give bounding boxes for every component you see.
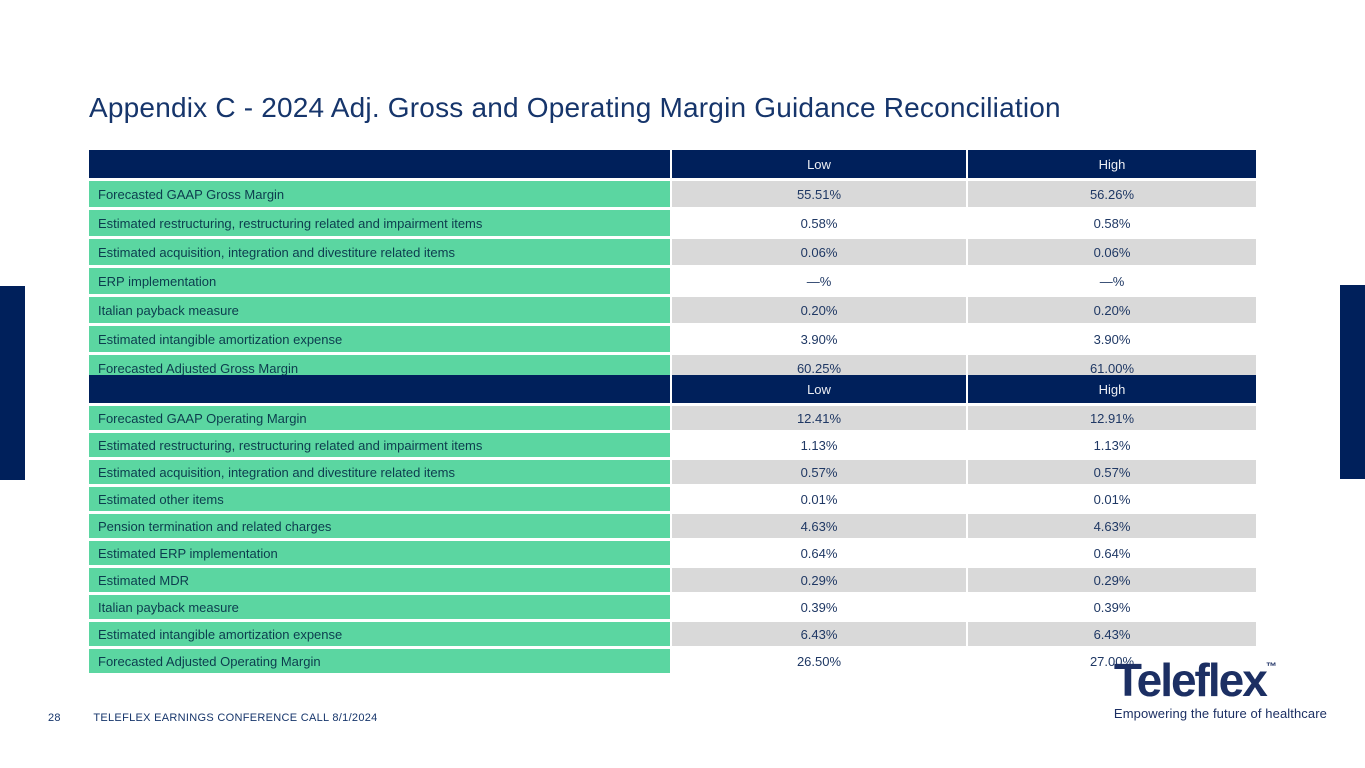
row-label-cell: Estimated restructuring, restructuring r… bbox=[89, 433, 670, 457]
table-row: Italian payback measure 0.39% 0.39% bbox=[89, 595, 1256, 619]
table-row: ERP implementation —% —% bbox=[89, 268, 1256, 294]
table-row: Estimated restructuring, restructuring r… bbox=[89, 433, 1256, 457]
low-value-cell: 6.43% bbox=[672, 622, 966, 646]
low-value-cell: 0.64% bbox=[672, 541, 966, 565]
teleflex-logo: Teleflex™ Empowering the future of healt… bbox=[1114, 657, 1327, 721]
low-value-cell: 12.41% bbox=[672, 406, 966, 430]
low-value-cell: 4.63% bbox=[672, 514, 966, 538]
row-label-cell: Pension termination and related charges bbox=[89, 514, 670, 538]
table-row: Pension termination and related charges 4… bbox=[89, 514, 1256, 538]
row-label-cell: Forecasted Adjusted Operating Margin bbox=[89, 649, 670, 673]
page-number: 28 bbox=[48, 712, 61, 724]
row-label-cell: Estimated ERP implementation bbox=[89, 541, 670, 565]
logo-tagline: Empowering the future of healthcare bbox=[1113, 706, 1327, 721]
column-header-low: Low bbox=[672, 150, 966, 178]
table-row: Estimated other items 0.01% 0.01% bbox=[89, 487, 1256, 511]
high-value-cell: 12.91% bbox=[968, 406, 1256, 430]
high-value-cell: 56.26% bbox=[968, 181, 1256, 207]
low-value-cell: 26.50% bbox=[672, 649, 966, 673]
table-row: Italian payback measure 0.20% 0.20% bbox=[89, 297, 1256, 323]
row-label-cell: ERP implementation bbox=[89, 268, 670, 294]
row-label-cell: Italian payback measure bbox=[89, 595, 670, 619]
table-row: Estimated MDR 0.29% 0.29% bbox=[89, 568, 1256, 592]
row-label-cell: Estimated MDR bbox=[89, 568, 670, 592]
high-value-cell: 1.13% bbox=[968, 433, 1256, 457]
high-value-cell: —% bbox=[968, 268, 1256, 294]
low-value-cell: 0.29% bbox=[672, 568, 966, 592]
table-row: Estimated acquisition, integration and d… bbox=[89, 460, 1256, 484]
logo-wordmark: Teleflex™ bbox=[1114, 657, 1327, 703]
column-header-blank bbox=[89, 375, 670, 403]
high-value-cell: 0.39% bbox=[968, 595, 1256, 619]
row-label-cell: Italian payback measure bbox=[89, 297, 670, 323]
high-value-cell: 27.00% bbox=[968, 649, 1256, 673]
high-value-cell: 6.43% bbox=[968, 622, 1256, 646]
left-accent-bar bbox=[0, 286, 25, 480]
low-value-cell: 3.90% bbox=[672, 326, 966, 352]
page-title: Appendix C - 2024 Adj. Gross and Operati… bbox=[89, 92, 1061, 123]
gross-margin-grid: Low High Forecasted GAAP Gross Margin 55.51… bbox=[87, 147, 1258, 384]
low-value-cell: 0.39% bbox=[672, 595, 966, 619]
row-label-cell: Estimated acquisition, integration and d… bbox=[89, 460, 670, 484]
low-value-cell: —% bbox=[672, 268, 966, 294]
table-row: Forecasted GAAP Gross Margin 55.51% 56.26% bbox=[89, 181, 1256, 207]
low-value-cell: 0.20% bbox=[672, 297, 966, 323]
table-row: Estimated restructuring, restructuring r… bbox=[89, 210, 1256, 236]
low-value-cell: 0.06% bbox=[672, 239, 966, 265]
low-value-cell: 0.58% bbox=[672, 210, 966, 236]
operating-margin-table: Low High Forecasted GAAP Operating Margin 1… bbox=[87, 372, 1258, 676]
high-value-cell: 0.64% bbox=[968, 541, 1256, 565]
low-value-cell: 1.13% bbox=[672, 433, 966, 457]
footer-label: TELEFLEX EARNINGS CONFERENCE CALL 8/1/20… bbox=[93, 712, 378, 724]
row-label-cell: Forecasted GAAP Operating Margin bbox=[89, 406, 670, 430]
gross-margin-table: Low High Forecasted GAAP Gross Margin 55.51… bbox=[87, 147, 1258, 384]
table-row: Estimated intangible amortization expens… bbox=[89, 326, 1256, 352]
high-value-cell: 3.90% bbox=[968, 326, 1256, 352]
trademark-symbol: ™ bbox=[1265, 661, 1277, 673]
header-row: Low High bbox=[89, 150, 1256, 178]
high-value-cell: 0.20% bbox=[968, 297, 1256, 323]
row-label-cell: Estimated acquisition, integration and d… bbox=[89, 239, 670, 265]
row-label-cell: Estimated intangible amortization expens… bbox=[89, 326, 670, 352]
high-value-cell: 0.06% bbox=[968, 239, 1256, 265]
column-header-low: Low bbox=[672, 375, 966, 403]
table-row: Estimated intangible amortization expens… bbox=[89, 622, 1256, 646]
table-row: Estimated ERP implementation 0.64% 0.64% bbox=[89, 541, 1256, 565]
high-value-cell: 0.58% bbox=[968, 210, 1256, 236]
operating-margin-grid: Low High Forecasted GAAP Operating Margin 1… bbox=[87, 372, 1258, 676]
column-header-high: High bbox=[968, 375, 1256, 403]
high-value-cell: 0.57% bbox=[968, 460, 1256, 484]
slide-footer: 28 TELEFLEX EARNINGS CONFERENCE CALL 8/1… bbox=[48, 712, 378, 724]
row-label-cell: Forecasted GAAP Gross Margin bbox=[89, 181, 670, 207]
right-accent-bar bbox=[1340, 285, 1365, 479]
low-value-cell: 55.51% bbox=[672, 181, 966, 207]
column-header-high: High bbox=[968, 150, 1256, 178]
logo-wordmark-text: Teleflex bbox=[1113, 654, 1268, 706]
row-label-cell: Estimated restructuring, restructuring r… bbox=[89, 210, 670, 236]
high-value-cell: 0.29% bbox=[968, 568, 1256, 592]
column-header-blank bbox=[89, 150, 670, 178]
table-row: Forecasted Adjusted Operating Margin 26.5… bbox=[89, 649, 1256, 673]
table-row: Estimated acquisition, integration and d… bbox=[89, 239, 1256, 265]
high-value-cell: 4.63% bbox=[968, 514, 1256, 538]
low-value-cell: 0.01% bbox=[672, 487, 966, 511]
low-value-cell: 0.57% bbox=[672, 460, 966, 484]
row-label-cell: Estimated other items bbox=[89, 487, 670, 511]
header-row: Low High bbox=[89, 375, 1256, 403]
row-label-cell: Estimated intangible amortization expens… bbox=[89, 622, 670, 646]
high-value-cell: 0.01% bbox=[968, 487, 1256, 511]
table-row: Forecasted GAAP Operating Margin 12.41% 12… bbox=[89, 406, 1256, 430]
